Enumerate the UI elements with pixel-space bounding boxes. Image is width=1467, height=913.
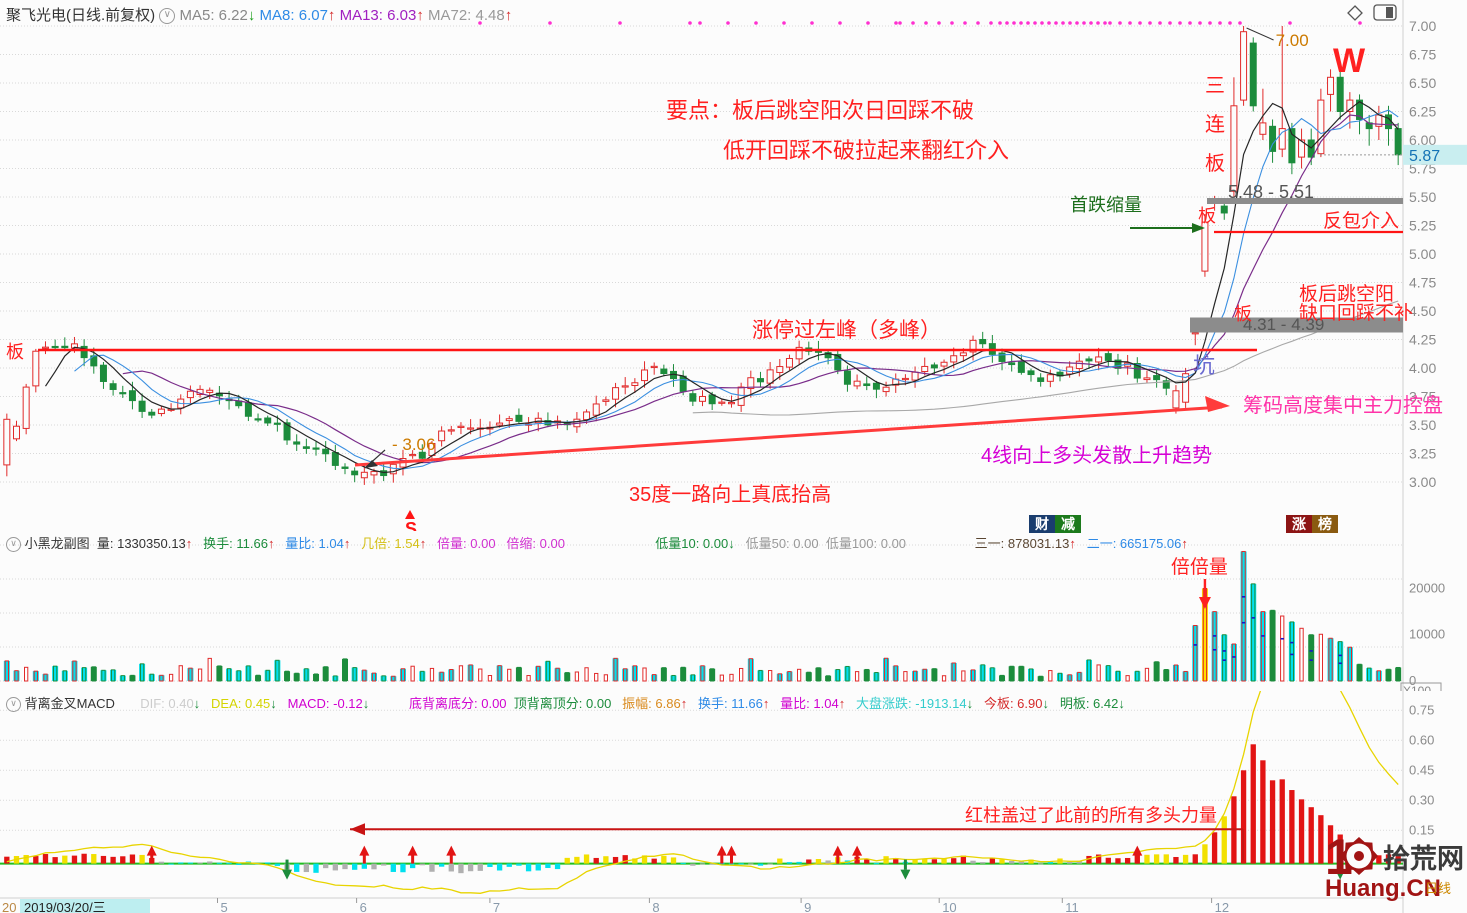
svg-text:4.25: 4.25 (1409, 332, 1436, 348)
svg-text:- 3.06: - 3.06 (392, 435, 435, 454)
svg-text:35度一路向上真底抬高: 35度一路向上真底抬高 (629, 483, 831, 506)
svg-text:板: 板 (1205, 152, 1225, 175)
svg-text:要点：板后跳空阳次日回踩不破: 要点：板后跳空阳次日回踩不破 (666, 98, 974, 123)
svg-text:6.75: 6.75 (1409, 47, 1436, 63)
svg-text:板后跳空阳: 板后跳空阳 (1299, 283, 1394, 305)
svg-text:板: 板 (1234, 304, 1252, 324)
svg-text:3.25: 3.25 (1409, 446, 1436, 462)
svg-text:0.45: 0.45 (1409, 762, 1434, 777)
svg-text:20000: 20000 (1409, 580, 1445, 595)
svg-text:9: 9 (804, 900, 811, 913)
svg-text:7.00: 7.00 (1409, 18, 1436, 34)
svg-text:6.50: 6.50 (1409, 75, 1436, 91)
svg-text:10: 10 (942, 900, 956, 913)
svg-text:红柱盖过了此前的所有多头力量: 红柱盖过了此前的所有多头力量 (965, 805, 1217, 825)
svg-text:8: 8 (652, 900, 659, 913)
svg-text:5: 5 (221, 900, 228, 913)
svg-text:X100: X100 (1403, 684, 1431, 691)
svg-text:12: 12 (1215, 900, 1229, 913)
svg-text:连: 连 (1205, 113, 1225, 136)
svg-text:4线向上多头发散上升趋势: 4线向上多头发散上升趋势 (981, 444, 1212, 467)
svg-text:7.00: 7.00 (1276, 31, 1309, 50)
svg-text:三: 三 (1205, 75, 1225, 97)
svg-text:3.00: 3.00 (1409, 474, 1436, 490)
svg-text:5.48 - 5.51: 5.48 - 5.51 (1228, 182, 1314, 202)
svg-text:7: 7 (493, 900, 500, 913)
svg-text:缺口回踩不补: 缺口回踩不补 (1299, 302, 1413, 324)
svg-text:6: 6 (360, 900, 367, 913)
svg-text:3.50: 3.50 (1409, 417, 1436, 433)
svg-text:4.50: 4.50 (1409, 303, 1436, 319)
svg-text:5.50: 5.50 (1409, 189, 1436, 205)
svg-text:拾荒网: 拾荒网 (1383, 844, 1464, 874)
svg-text:11: 11 (1065, 900, 1079, 913)
svg-text:首跌缩量: 首跌缩量 (1070, 195, 1142, 215)
svg-text:20: 20 (2, 900, 16, 913)
svg-text:反包介入: 反包介入 (1323, 210, 1399, 232)
svg-text:0.30: 0.30 (1409, 792, 1434, 807)
svg-text:0.75: 0.75 (1409, 702, 1434, 717)
svg-text:4.75: 4.75 (1409, 275, 1436, 291)
svg-text:低开回踩不破拉起来翻红介入: 低开回踩不破拉起来翻红介入 (723, 138, 1009, 163)
svg-text:Huang.CN: Huang.CN (1325, 875, 1441, 902)
svg-text:S: S (405, 519, 417, 531)
svg-text:10000: 10000 (1409, 627, 1445, 642)
svg-text:2019/03/20/三: 2019/03/20/三 (24, 900, 106, 913)
svg-text:板: 板 (6, 342, 24, 362)
svg-text:5.25: 5.25 (1409, 218, 1436, 234)
svg-text:0.15: 0.15 (1409, 822, 1434, 837)
svg-text:日线: 日线 (1425, 881, 1451, 896)
svg-text:板: 板 (1198, 206, 1216, 226)
svg-text:4.00: 4.00 (1409, 360, 1436, 376)
svg-text:涨停过左峰（多峰）: 涨停过左峰（多峰） (752, 319, 941, 342)
svg-text:倍倍量: 倍倍量 (1171, 556, 1228, 578)
svg-text:6.25: 6.25 (1409, 104, 1436, 120)
svg-text:筹码高度集中主力控盘: 筹码高度集中主力控盘 (1243, 394, 1443, 417)
svg-text:0.60: 0.60 (1409, 732, 1434, 747)
svg-text:坑: 坑 (1193, 353, 1215, 378)
svg-text:W: W (1333, 42, 1366, 80)
svg-text:5.00: 5.00 (1409, 246, 1436, 262)
svg-text:5.87: 5.87 (1409, 148, 1440, 165)
